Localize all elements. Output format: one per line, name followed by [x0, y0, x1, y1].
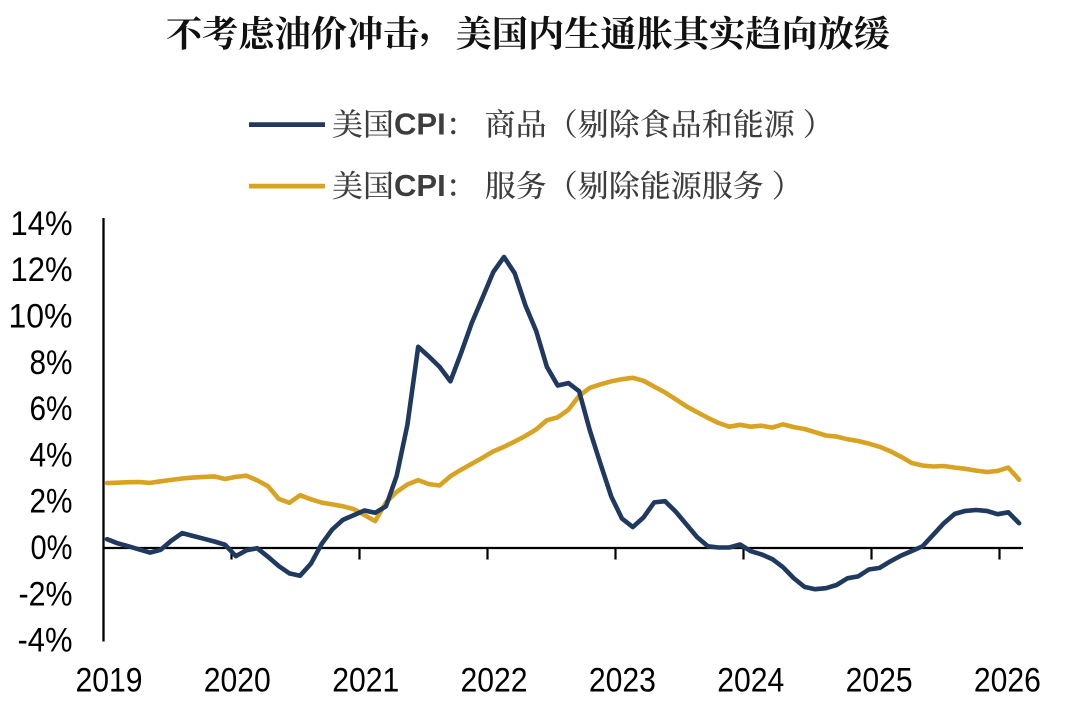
svg-text:4%: 4%: [30, 436, 73, 474]
svg-text:-2%: -2%: [19, 575, 73, 613]
svg-text:2021: 2021: [332, 662, 399, 700]
svg-text:6%: 6%: [30, 390, 73, 428]
svg-text:2%: 2%: [30, 483, 73, 521]
svg-text:12%: 12%: [11, 251, 73, 289]
svg-text:2020: 2020: [204, 662, 271, 700]
svg-text:2022: 2022: [461, 662, 528, 700]
svg-text:8%: 8%: [30, 344, 73, 382]
svg-text:2024: 2024: [717, 662, 784, 700]
svg-text:14%: 14%: [11, 205, 73, 243]
svg-text:0%: 0%: [31, 529, 73, 567]
svg-text:2019: 2019: [76, 662, 143, 700]
svg-text:CPI: CPI: [394, 168, 446, 203]
svg-text:CPI: CPI: [394, 107, 446, 142]
svg-text:10%: 10%: [9, 298, 73, 336]
svg-text:2025: 2025: [846, 662, 913, 700]
svg-text:2023: 2023: [589, 662, 656, 700]
svg-text:2026: 2026: [974, 662, 1041, 700]
svg-text:-4%: -4%: [18, 622, 73, 660]
